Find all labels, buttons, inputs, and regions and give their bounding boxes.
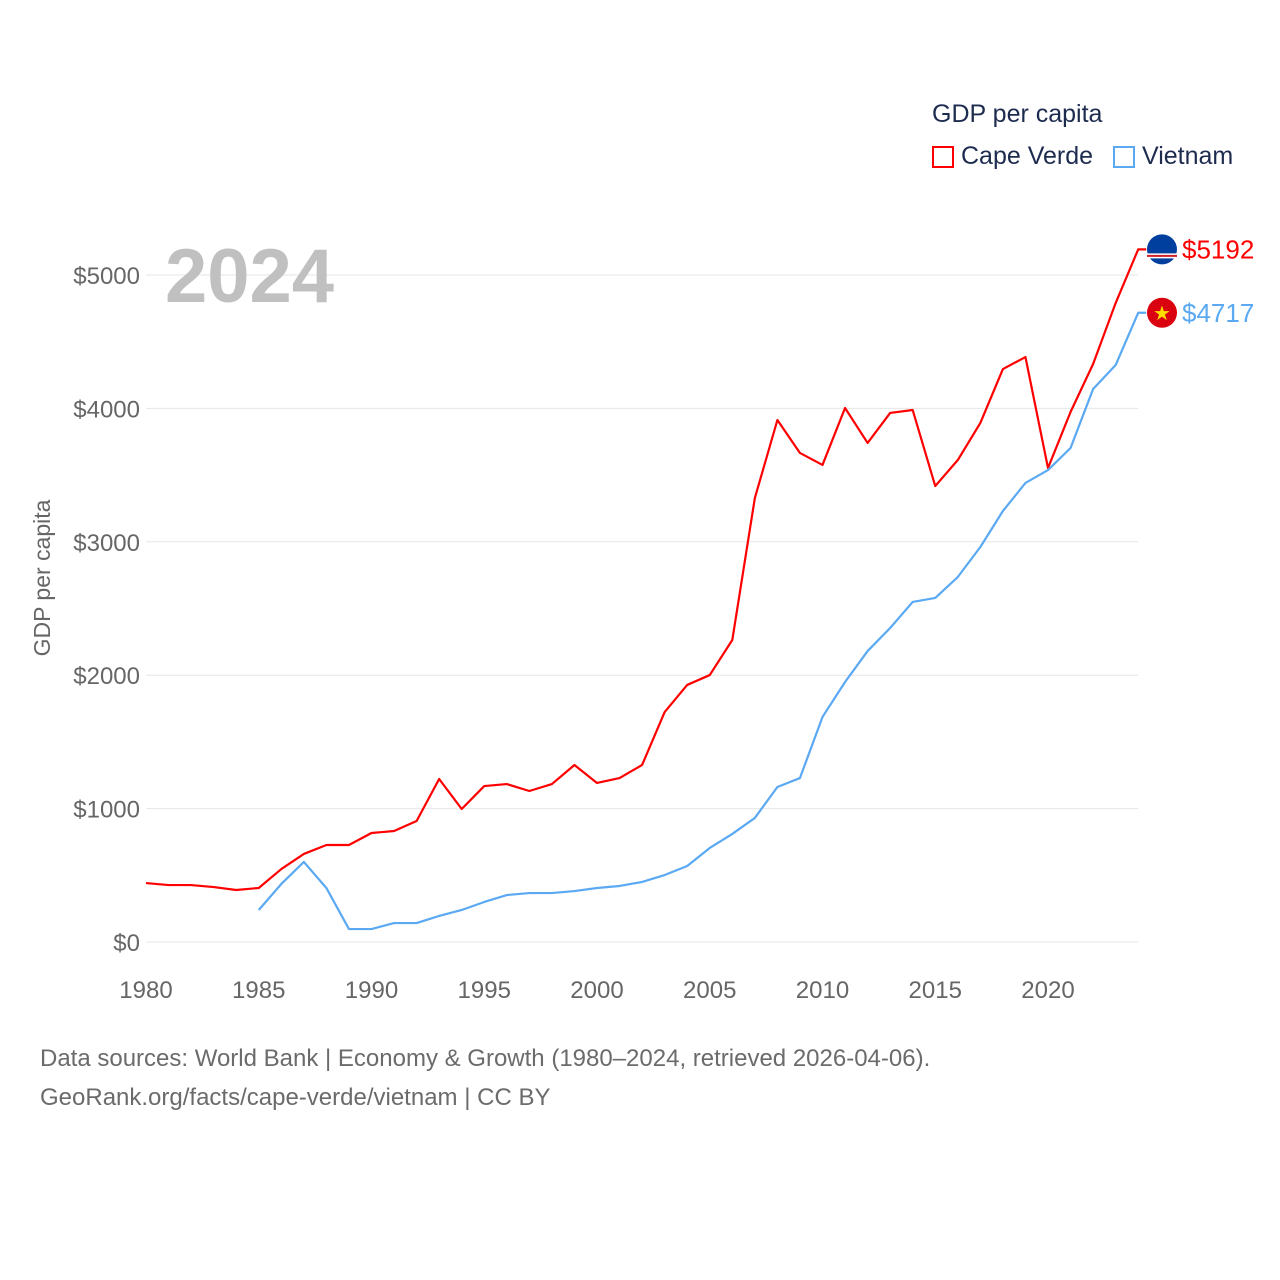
legend-item-vietnam[interactable]: Vietnam: [1113, 142, 1233, 171]
legend-item-cape-verde[interactable]: Cape Verde: [932, 142, 1093, 171]
x-tick-label: 1980: [119, 977, 172, 1004]
x-tick-label: 1985: [232, 977, 285, 1004]
legend-label-vietnam: Vietnam: [1142, 142, 1234, 170]
legend-label-cape-verde: Cape Verde: [961, 142, 1094, 170]
x-tick-label: 2015: [909, 977, 962, 1004]
flag-stripe: [1147, 254, 1177, 257]
series-line-vietnam: [257, 311, 1147, 931]
x-tick-label: 1995: [458, 977, 511, 1004]
footer-link[interactable]: GeoRank.org/facts/cape-verde/vietnam | C…: [40, 1084, 551, 1111]
flag-background: [1147, 297, 1177, 328]
x-tick-label: 2005: [683, 977, 736, 1004]
flag-background: [1147, 234, 1177, 265]
y-tick-label: $1000: [73, 797, 140, 824]
x-tick-label: 2010: [796, 977, 849, 1004]
y-tick-label: $3000: [73, 530, 140, 557]
flag-star: ★: [1153, 303, 1171, 325]
y-tick-label: $4000: [73, 396, 140, 423]
vietnam-flag-icon: [1147, 297, 1177, 328]
footer-sources: Data sources: World Bank | Economy & Gro…: [40, 1045, 931, 1072]
legend-swatch-vietnam: [1113, 145, 1135, 168]
end-value-label: $4717: [1182, 298, 1254, 328]
legend-title: GDP per capita: [932, 100, 1103, 128]
year-label: 2024: [165, 234, 334, 319]
x-tick-label: 2000: [570, 977, 623, 1004]
legend-swatch-cape-verde: [932, 145, 954, 168]
series-line-cape-verde: [145, 248, 1147, 892]
x-tick-label: 2020: [1021, 977, 1074, 1004]
y-tick-label: $2000: [73, 663, 140, 690]
y-tick-label: $5000: [73, 263, 140, 290]
x-tick-label: 1990: [345, 977, 398, 1004]
cape-verde-flag-icon: [1147, 234, 1177, 265]
y-tick-label: $0: [113, 930, 140, 957]
end-value-label: $5192: [1182, 234, 1254, 264]
y-axis-label: GDP per capita: [29, 499, 55, 656]
